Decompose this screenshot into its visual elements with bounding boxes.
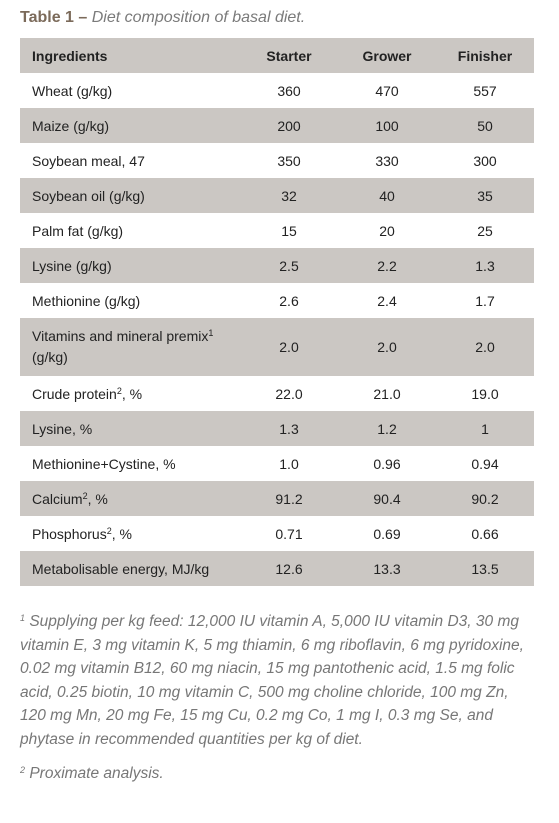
text: Phosphorus <box>32 525 107 542</box>
cell: 0.94 <box>471 455 499 472</box>
footnote: 1 Supplying per kg feed: 12,000 IU vitam… <box>20 610 534 751</box>
row-label: Phosphorus2, % <box>20 516 240 551</box>
table-row: Metabolisable energy, MJ/kg 12.6 13.3 13.5 <box>20 551 534 586</box>
text: , % <box>121 385 143 402</box>
footnote-mark: 1 <box>20 613 26 623</box>
row-label: Calcium2, % <box>20 481 240 516</box>
cell: 0.66 <box>471 525 499 542</box>
diet-table: Ingredients Starter Grower Finisher Wheat (… <box>20 38 534 586</box>
cell: 470 <box>375 82 399 99</box>
cell: 1 <box>436 411 534 446</box>
row-label: Maize (g/kg) <box>20 108 240 143</box>
table-row: Methionine+Cystine, % 1.0 0.96 0.94 <box>20 446 534 481</box>
cell: 2.0 <box>240 318 338 376</box>
text: Vitamins and mineral premix <box>32 328 209 344</box>
superscript: 2 <box>116 385 122 396</box>
cell: 13.5 <box>436 551 534 586</box>
cell: 19.0 <box>471 385 499 402</box>
table-caption: Diet composition of basal diet. <box>91 9 306 26</box>
column-header: Finisher <box>436 38 534 73</box>
cell: 22.0 <box>275 385 303 402</box>
superscript: 2 <box>82 490 88 501</box>
cell: 1.0 <box>279 455 299 472</box>
table-row: Calcium2, % 91.2 90.4 90.2 <box>20 481 534 516</box>
cell: 100 <box>338 108 436 143</box>
column-header: Starter <box>240 38 338 73</box>
cell: 1.3 <box>240 411 338 446</box>
footnotes: 1 Supplying per kg feed: 12,000 IU vitam… <box>20 610 534 797</box>
cell: 20 <box>379 222 395 239</box>
column-header: Grower <box>338 38 436 73</box>
cell: 0.71 <box>275 525 303 542</box>
row-label: Methionine+Cystine, % <box>32 455 176 472</box>
footnote: 2 Proximate analysis. <box>20 762 534 786</box>
row-label: Crude protein2, % <box>20 376 240 411</box>
table-row: Phosphorus2, % 0.71 0.69 0.66 <box>20 516 534 551</box>
cell: 2.4 <box>377 292 397 309</box>
cell: 35 <box>436 178 534 213</box>
cell: 2.0 <box>436 318 534 376</box>
text: Crude protein <box>32 385 117 402</box>
cell: 1.2 <box>338 411 436 446</box>
table-row: Soybean oil (g/kg) 32 40 35 <box>20 178 534 213</box>
superscript: 1 <box>208 328 214 338</box>
cell: 200 <box>240 108 338 143</box>
table-row: Lysine (g/kg) 2.5 2.2 1.3 <box>20 248 534 283</box>
row-label: Wheat (g/kg) <box>32 82 113 99</box>
cell: 0.69 <box>373 525 401 542</box>
cell: 21.0 <box>373 385 401 402</box>
text: , % <box>111 525 132 542</box>
cell: 330 <box>375 152 399 169</box>
row-label: Palm fat (g/kg) <box>32 222 124 239</box>
cell: 25 <box>477 222 493 239</box>
row-label: Soybean oil (g/kg) <box>20 178 240 213</box>
table-row: Wheat (g/kg) 360 470 557 <box>20 73 534 108</box>
cell: 2.5 <box>240 248 338 283</box>
cell: 90.2 <box>436 481 534 516</box>
row-label: Methionine (g/kg) <box>32 292 141 309</box>
table-row: Lysine, % 1.3 1.2 1 <box>20 411 534 446</box>
cell: 0.96 <box>373 455 401 472</box>
cell: 12.6 <box>240 551 338 586</box>
footnote-mark: 2 <box>20 765 26 775</box>
text: (g/kg) <box>32 349 68 365</box>
row-label: Soybean meal, 47 <box>32 152 145 169</box>
cell: 13.3 <box>338 551 436 586</box>
row-label: Lysine (g/kg) <box>20 248 240 283</box>
cell: 50 <box>436 108 534 143</box>
cell: 360 <box>277 82 301 99</box>
column-header: Ingredients <box>20 38 240 73</box>
text: Calcium <box>32 490 83 507</box>
cell: 40 <box>338 178 436 213</box>
cell: 2.0 <box>338 318 436 376</box>
row-label: Lysine, % <box>20 411 240 446</box>
table-row: Palm fat (g/kg) 15 20 25 <box>20 213 534 248</box>
table-row: Crude protein2, % 22.0 21.0 19.0 <box>20 376 534 411</box>
cell: 15 <box>281 222 297 239</box>
table-title: Table 1 – Diet composition of basal diet… <box>20 9 305 27</box>
cell: 2.2 <box>338 248 436 283</box>
cell: 300 <box>473 152 497 169</box>
header-row: Ingredients Starter Grower Finisher <box>20 38 534 73</box>
cell: 91.2 <box>240 481 338 516</box>
cell: 1.7 <box>475 292 495 309</box>
row-label: Vitamins and mineral premix1 (g/kg) <box>20 318 240 376</box>
cell: 2.6 <box>279 292 299 309</box>
row-label: Metabolisable energy, MJ/kg <box>20 551 240 586</box>
superscript: 2 <box>106 525 112 536</box>
cell: 32 <box>240 178 338 213</box>
cell: 90.4 <box>338 481 436 516</box>
footnote-text: Proximate analysis. <box>29 765 164 782</box>
cell: 1.3 <box>436 248 534 283</box>
table-row: Vitamins and mineral premix1 (g/kg) 2.0 2.… <box>20 318 534 376</box>
cell: 350 <box>277 152 301 169</box>
table-row: Soybean meal, 47 350 330 300 <box>20 143 534 178</box>
footnote-text: Supplying per kg feed: 12,000 IU vitamin… <box>20 613 524 748</box>
table-row: Maize (g/kg) 200 100 50 <box>20 108 534 143</box>
table-row: Methionine (g/kg) 2.6 2.4 1.7 <box>20 283 534 318</box>
cell: 557 <box>473 82 497 99</box>
table-label: Table 1 – <box>20 9 88 26</box>
text: , % <box>87 490 108 507</box>
